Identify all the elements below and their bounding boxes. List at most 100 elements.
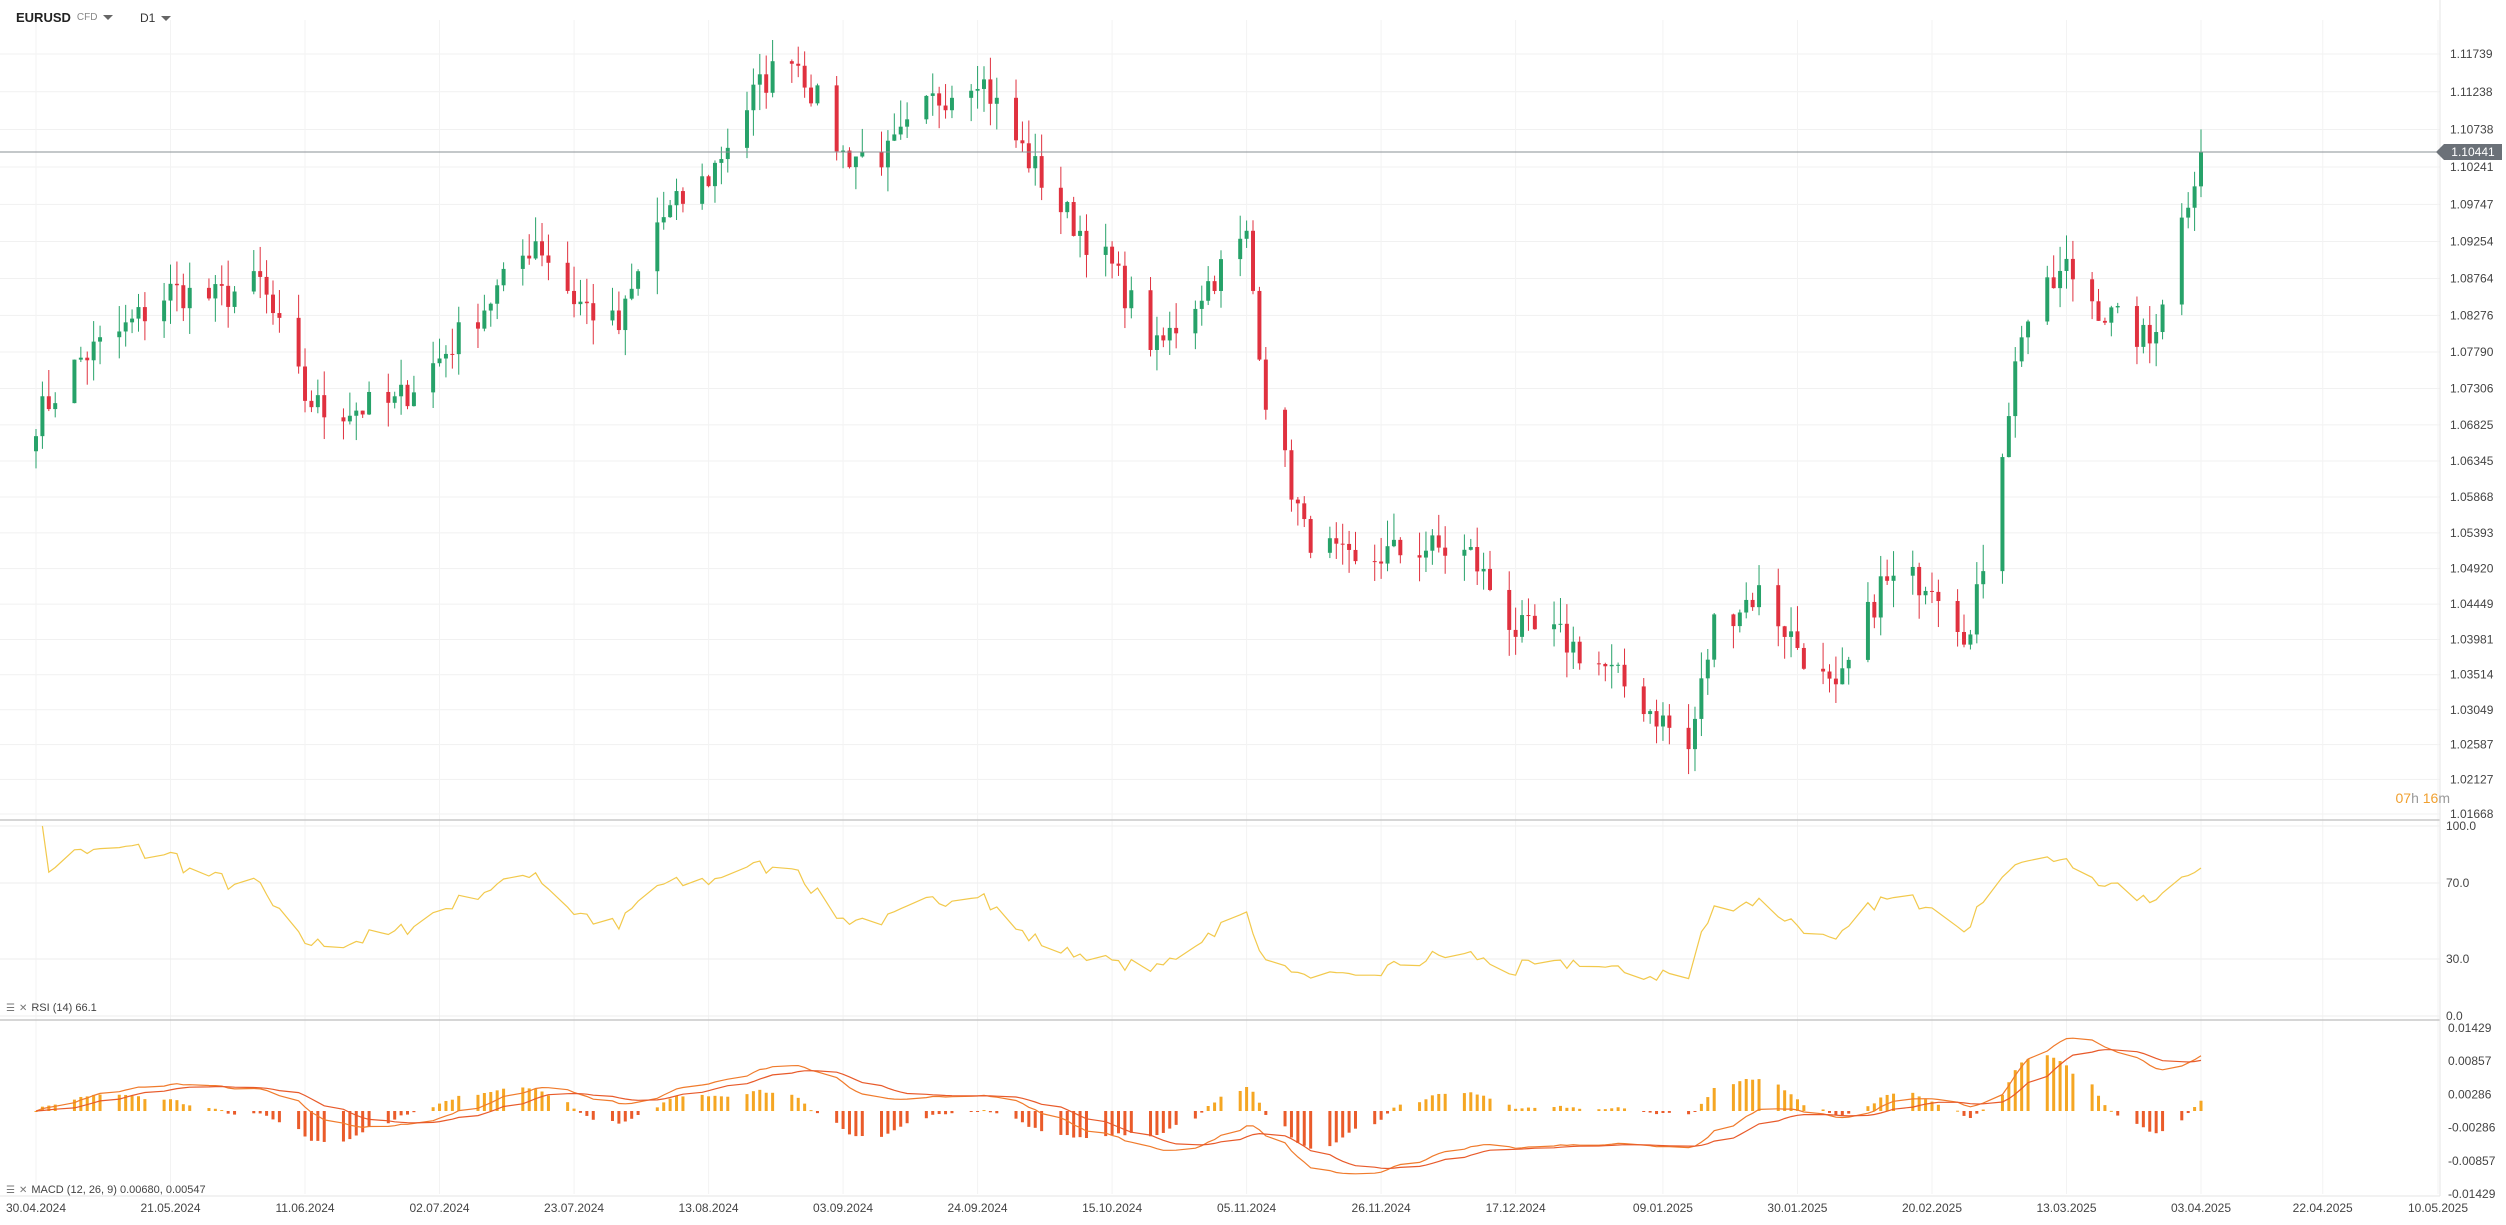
settings-icon[interactable]: ☰ bbox=[6, 1002, 15, 1014]
candle-body bbox=[1065, 202, 1070, 213]
x-tick-label: 30.01.2025 bbox=[1767, 1201, 1827, 1215]
macd-hist-bar bbox=[489, 1091, 493, 1111]
candle-body bbox=[975, 88, 980, 91]
candle-body bbox=[2179, 217, 2184, 305]
candle-body bbox=[1122, 265, 1127, 309]
candle-body bbox=[1526, 615, 1531, 617]
macd-legend[interactable]: ☰ ✕ MACD (12, 26, 9) 0.00680, 0.00547 bbox=[6, 1184, 206, 1196]
candle-body bbox=[1039, 156, 1044, 188]
macd-tick-label: 0.00857 bbox=[2448, 1054, 2492, 1068]
macd-hist-bar bbox=[803, 1103, 807, 1111]
candle-body bbox=[1731, 614, 1736, 627]
rsi-tick-label: 100.0 bbox=[2446, 819, 2476, 833]
macd-hist-bar bbox=[931, 1111, 935, 1115]
candle-body bbox=[1692, 718, 1697, 750]
candle-body bbox=[764, 74, 769, 93]
candle-body bbox=[1660, 715, 1665, 727]
candle-body bbox=[1212, 281, 1217, 291]
macd-hist-bar bbox=[969, 1111, 973, 1112]
candle-body bbox=[879, 151, 884, 168]
macd-hist-bar bbox=[655, 1107, 659, 1111]
macd-hist-bar bbox=[847, 1111, 851, 1135]
macd-hist-bar bbox=[1847, 1111, 1851, 1114]
candle-body bbox=[540, 241, 545, 256]
x-tick-label: 13.08.2024 bbox=[679, 1201, 739, 1215]
candle-body bbox=[399, 384, 404, 397]
chevron-down-icon bbox=[161, 15, 172, 21]
macd-hist-bar bbox=[854, 1111, 858, 1137]
macd-hist-bar bbox=[1193, 1111, 1197, 1119]
macd-hist-bar bbox=[2109, 1110, 2113, 1112]
candle-body bbox=[1340, 543, 1345, 545]
candle-body bbox=[1295, 499, 1300, 504]
candle-body bbox=[1603, 663, 1608, 667]
macd-hist-bar bbox=[1840, 1111, 1844, 1116]
candle-body bbox=[629, 288, 634, 299]
candle-body bbox=[1334, 538, 1339, 544]
macd-hist-bar bbox=[233, 1111, 237, 1115]
macd-hist-bar bbox=[393, 1111, 397, 1120]
candle-body bbox=[1488, 568, 1492, 590]
candle-body bbox=[2192, 186, 2197, 208]
macd-hist-bar bbox=[835, 1111, 839, 1123]
y-tick-label: 1.03514 bbox=[2450, 668, 2494, 682]
candle-body bbox=[1520, 615, 1525, 637]
macd-hist-bar bbox=[2020, 1062, 2024, 1111]
y-tick-label: 1.07306 bbox=[2450, 382, 2494, 396]
candle-body bbox=[2160, 304, 2165, 333]
candle-body bbox=[1705, 659, 1710, 679]
macd-hist-bar bbox=[1341, 1111, 1345, 1138]
candle-body bbox=[85, 357, 90, 361]
candle-body bbox=[1071, 202, 1076, 236]
symbol-selector[interactable]: EURUSD CFD bbox=[16, 10, 114, 25]
macd-hist-bar bbox=[1603, 1109, 1607, 1111]
macd-hist-bar bbox=[252, 1111, 256, 1114]
macd-line bbox=[35, 1037, 2202, 1175]
settings-icon[interactable]: ☰ bbox=[6, 1184, 15, 1196]
macd-hist-bar bbox=[1309, 1111, 1313, 1149]
macd-hist-bar bbox=[546, 1095, 550, 1111]
macd-hist-bar bbox=[860, 1111, 864, 1137]
close-icon[interactable]: ✕ bbox=[18, 1002, 28, 1014]
candle-body bbox=[949, 97, 954, 111]
rsi-legend[interactable]: ☰ ✕ RSI (14) 66.1 bbox=[6, 1002, 97, 1014]
candle-body bbox=[168, 283, 173, 301]
macd-hist-bar bbox=[1238, 1090, 1242, 1111]
candle-body bbox=[2026, 321, 2031, 338]
macd-hist-bar bbox=[1731, 1084, 1735, 1111]
close-icon[interactable]: ✕ bbox=[18, 1184, 28, 1196]
macd-hist-bar bbox=[2199, 1100, 2203, 1111]
macd-hist-bar bbox=[815, 1111, 819, 1114]
macd-hist-bar bbox=[700, 1094, 704, 1111]
timeframe-selector[interactable]: D1 bbox=[140, 11, 172, 25]
candle-body bbox=[1251, 230, 1255, 291]
candle-body bbox=[636, 271, 641, 289]
macd-hist-bar bbox=[2180, 1111, 2184, 1121]
macd-histogram bbox=[34, 1055, 2203, 1149]
macd-hist-bar bbox=[1213, 1102, 1217, 1111]
macd-hist-bar bbox=[303, 1111, 307, 1137]
candle-body bbox=[1129, 290, 1134, 309]
candle-body bbox=[341, 417, 346, 422]
macd-hist-bar bbox=[1040, 1111, 1044, 1132]
candle-body bbox=[2096, 301, 2101, 321]
candle-body bbox=[1244, 230, 1249, 239]
macd-hist-bar bbox=[1347, 1111, 1351, 1133]
candle-body bbox=[1917, 566, 1922, 596]
macd-signal-line bbox=[35, 1049, 2202, 1170]
y-tick-label: 1.02587 bbox=[2450, 738, 2494, 752]
macd-hist-bar bbox=[1776, 1084, 1780, 1111]
candle-body bbox=[1757, 585, 1762, 608]
macd-hist-bar bbox=[1834, 1111, 1838, 1116]
x-tick-label: 23.07.2024 bbox=[544, 1201, 604, 1215]
candle-body bbox=[360, 410, 365, 415]
macd-hist-bar bbox=[1296, 1111, 1300, 1143]
candle-body bbox=[2013, 361, 2018, 417]
candle-body bbox=[1238, 238, 1243, 260]
chevron-down-icon bbox=[103, 15, 114, 20]
macd-hist-bar bbox=[1930, 1101, 1934, 1111]
macd-hist-bar bbox=[1155, 1111, 1159, 1135]
macd-hist-bar bbox=[1578, 1108, 1582, 1111]
candle-body bbox=[1436, 535, 1441, 548]
